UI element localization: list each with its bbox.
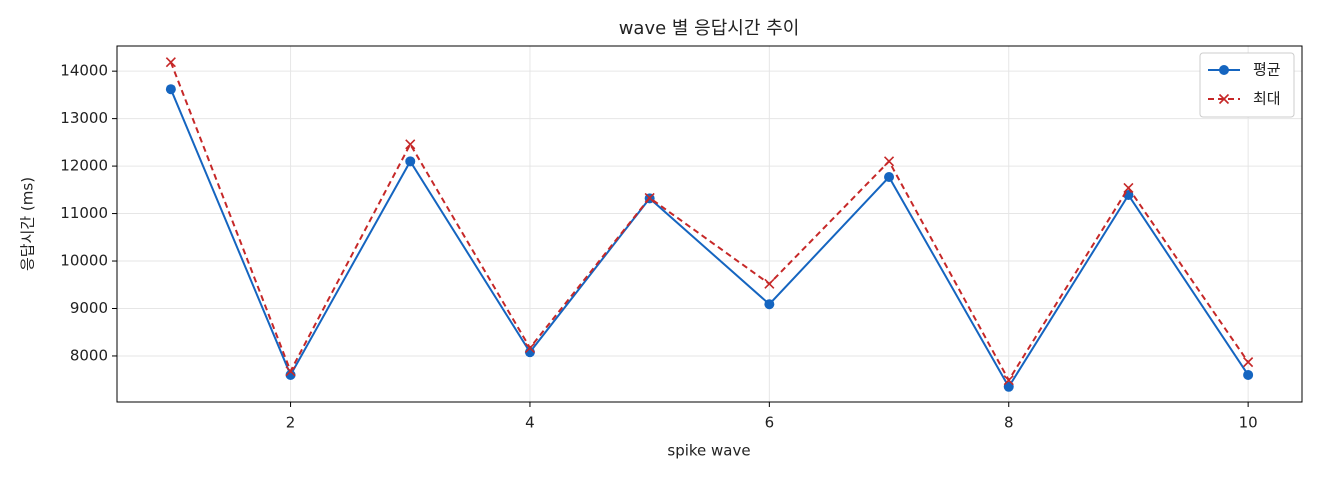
marker — [1243, 369, 1254, 380]
marker — [644, 192, 655, 203]
y-tick-label: 8000 — [70, 346, 108, 364]
series-line — [169, 61, 1249, 383]
x-tick-label: 10 — [1239, 414, 1258, 432]
marker — [884, 172, 895, 183]
marker — [1003, 375, 1014, 386]
y-tick-label: 11000 — [60, 204, 108, 222]
x-tick-label: 2 — [286, 414, 296, 432]
legend-label: 최대 — [1253, 90, 1281, 108]
marker — [165, 84, 176, 95]
legend-label: 평균 — [1253, 61, 1281, 79]
x-tick-label: 8 — [1004, 414, 1014, 432]
legend-marker — [1219, 65, 1229, 75]
y-axis-label: 응답시간 (ms) — [19, 177, 37, 271]
legend-marker — [1218, 93, 1230, 105]
marker — [524, 342, 536, 353]
y-tick-label: 13000 — [60, 109, 108, 127]
marker — [1003, 381, 1014, 392]
marker — [165, 57, 176, 68]
y-tick-label: 10000 — [60, 252, 108, 270]
marker — [405, 156, 416, 167]
y-tick-label: 12000 — [60, 157, 108, 175]
marker — [883, 156, 895, 167]
y-tick-label: 14000 — [60, 62, 108, 80]
marker — [764, 299, 775, 310]
plot-frame — [116, 45, 1303, 403]
x-tick-label: 6 — [765, 414, 775, 432]
marker — [285, 366, 296, 377]
marker — [1123, 182, 1134, 193]
x-tick-label: 4 — [525, 414, 535, 432]
marker — [764, 278, 775, 289]
marker — [405, 139, 416, 150]
marker — [1243, 357, 1254, 368]
marker — [285, 369, 296, 380]
x-axis-label: spike wave — [667, 442, 750, 460]
series-line — [169, 88, 1249, 389]
chart-title: wave 별 응답시간 추이 — [619, 18, 800, 39]
y-tick-label: 9000 — [70, 299, 108, 317]
